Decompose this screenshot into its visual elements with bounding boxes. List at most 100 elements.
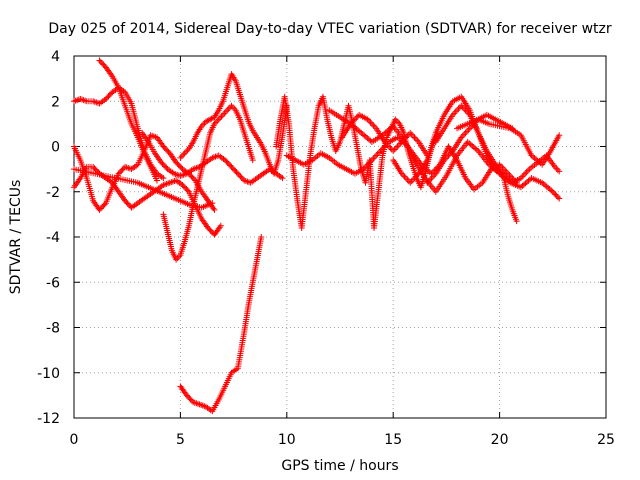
- data-point: [224, 107, 231, 114]
- data-point: [207, 227, 214, 234]
- data-point: [161, 144, 168, 151]
- data-point: [160, 143, 167, 150]
- series-sat-q: [339, 111, 431, 159]
- data-point: [176, 163, 183, 170]
- data-point: [238, 174, 245, 181]
- data-point: [191, 176, 198, 183]
- series-sat-d: [71, 163, 224, 238]
- series-sat-p: [424, 111, 516, 186]
- data-point: [455, 105, 462, 112]
- data-point: [387, 145, 394, 152]
- series-sat-l: [326, 107, 563, 202]
- data-point: [554, 166, 561, 173]
- y-tick-label: -4: [46, 230, 60, 246]
- data-point: [232, 167, 239, 174]
- data-point: [119, 166, 126, 173]
- data-point: [183, 148, 190, 155]
- data-point: [158, 159, 165, 166]
- x-tick-label: 5: [176, 432, 185, 448]
- series-sat-b: [96, 57, 160, 184]
- data-point: [279, 175, 286, 182]
- data-point: [175, 162, 182, 169]
- data-point: [211, 206, 218, 213]
- y-tick-label: -2: [46, 185, 60, 201]
- y-tick-label: -8: [46, 321, 60, 337]
- x-tick-label: 25: [597, 432, 615, 448]
- data-point: [100, 61, 107, 68]
- data-point: [554, 194, 561, 201]
- data-point: [104, 94, 111, 101]
- chart-title: Day 025 of 2014, Sidereal Day-to-day VTE…: [48, 21, 612, 37]
- data-point: [233, 169, 240, 176]
- data-point: [153, 177, 160, 184]
- data-point: [462, 129, 469, 136]
- data-point: [100, 202, 107, 209]
- data-point: [374, 151, 381, 158]
- data-point: [370, 155, 377, 162]
- data-point: [221, 110, 228, 117]
- data-point: [229, 104, 236, 111]
- data-point: [186, 395, 193, 402]
- data-point: [177, 154, 184, 161]
- data-point: [523, 169, 530, 176]
- data-point: [105, 93, 112, 100]
- data-point: [258, 234, 265, 240]
- x-tick-label: 20: [491, 432, 509, 448]
- data-point: [116, 169, 123, 176]
- data-point: [407, 129, 414, 136]
- data-point: [237, 173, 244, 180]
- data-point: [520, 172, 527, 179]
- data-point: [452, 108, 459, 115]
- y-tick-label: -6: [46, 275, 60, 291]
- data-point: [90, 163, 97, 170]
- x-tick-label: 15: [384, 432, 402, 448]
- data-point: [96, 57, 103, 64]
- data-point: [222, 157, 229, 164]
- data-point: [371, 154, 378, 161]
- data-point: [123, 199, 130, 206]
- data-point: [97, 58, 104, 65]
- data-points: [71, 57, 563, 415]
- data-point: [224, 159, 231, 166]
- data-point: [376, 149, 383, 156]
- y-tick-label: -10: [37, 366, 60, 382]
- data-point: [461, 131, 468, 138]
- data-point: [125, 201, 132, 208]
- data-point: [404, 176, 411, 183]
- data-point: [188, 173, 195, 180]
- data-point: [556, 168, 563, 175]
- data-point: [225, 105, 232, 112]
- data-point: [407, 179, 414, 186]
- data-point: [551, 190, 558, 197]
- data-point: [97, 205, 104, 212]
- y-tick-label: 2: [51, 94, 60, 110]
- data-point: [217, 222, 224, 229]
- y-tick-label: 0: [51, 140, 60, 156]
- series-sat-g: [160, 102, 256, 263]
- data-point: [225, 161, 232, 168]
- data-point: [160, 162, 167, 169]
- data-point: [181, 150, 188, 157]
- data-point: [234, 170, 241, 177]
- data-point: [556, 132, 563, 139]
- data-point: [402, 175, 409, 182]
- data-point: [228, 163, 235, 170]
- data-point: [184, 187, 191, 194]
- data-point: [465, 126, 472, 133]
- data-point: [556, 195, 563, 202]
- data-point: [185, 393, 192, 400]
- data-point: [463, 128, 470, 135]
- data-point: [96, 206, 103, 213]
- data-point: [99, 60, 106, 67]
- data-point: [219, 111, 226, 118]
- y-tick-label: -12: [37, 411, 60, 427]
- data-point: [205, 224, 212, 231]
- axis-ticks: 0 5 10 15 20 25 -12 -10 -8 -6 -4 -2 0 2 4: [37, 49, 615, 448]
- data-point: [249, 157, 256, 164]
- data-point: [183, 186, 190, 193]
- data-point: [231, 166, 238, 173]
- data-point: [124, 200, 131, 207]
- series-sat-n: [432, 102, 520, 225]
- data-point: [368, 120, 375, 127]
- data-point: [179, 181, 186, 188]
